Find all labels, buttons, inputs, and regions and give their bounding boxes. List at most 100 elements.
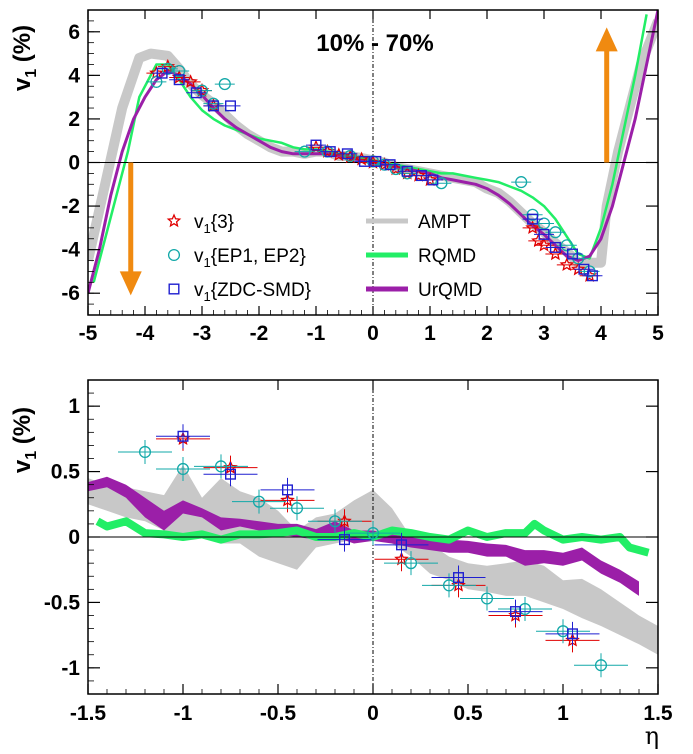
circle-marker — [252, 495, 266, 508]
legend-item-vep: v1{EP1, EP2} — [167, 246, 306, 270]
square-marker — [310, 139, 322, 151]
circle-marker — [167, 248, 181, 262]
vep-point — [169, 64, 190, 78]
circle-marker — [290, 502, 304, 515]
vep-point — [156, 456, 210, 481]
y-tick-label: 0.5 — [51, 461, 81, 484]
vep-point — [118, 439, 172, 464]
vep-point — [308, 509, 362, 534]
vzdc-point — [260, 477, 315, 502]
vzdc-point — [397, 165, 418, 177]
x-axis-title: η — [645, 722, 659, 750]
vep-point — [346, 521, 400, 546]
circle-marker — [298, 145, 311, 158]
top-axes: -5 -4 -3 -2 -1 0 1 2 3 4 5 -6 -4 -2 0 2 4 6 v1 (%) — [9, 9, 664, 345]
square-marker — [586, 270, 598, 282]
square-marker — [324, 146, 336, 158]
x-tick-label: 5 — [652, 322, 664, 345]
x-tick-label: 1 — [424, 322, 436, 345]
star-marker — [280, 492, 295, 507]
bottom-panel: -1.5 -1 -0.5 0 0.5 1 1.5 -1 -0.5 0 0.5 1 v1 (%) η — [9, 379, 673, 750]
top-arrows — [119, 27, 618, 296]
vzdc-point — [431, 565, 486, 590]
square-marker — [224, 468, 236, 480]
square-marker — [510, 606, 522, 618]
vep-point — [270, 496, 324, 521]
vzdc-point — [152, 67, 173, 79]
x-tick-label: -4 — [136, 322, 155, 345]
square-marker — [341, 148, 353, 160]
vep-point — [574, 653, 628, 678]
circle-marker — [515, 176, 528, 189]
vzdc-point — [306, 139, 326, 151]
legend-item-vzdc: v1{ZDC-SMD} — [168, 280, 311, 304]
circle-marker — [366, 527, 380, 540]
bottom-data-points — [118, 424, 628, 678]
vep-point — [460, 586, 514, 611]
square-marker — [177, 430, 189, 442]
square-marker — [453, 572, 465, 584]
legend-label: UrQMD — [418, 280, 482, 301]
x-tick-label: -5 — [79, 322, 98, 345]
circle-marker — [442, 579, 456, 592]
square-marker — [427, 174, 439, 186]
top-y-axis-title: v1 (%) — [9, 25, 40, 91]
ampt-band — [88, 465, 658, 655]
legend-label: RQMD — [418, 246, 476, 267]
y-tick-label: 0 — [68, 152, 80, 175]
vzdc-point — [380, 159, 401, 171]
x-tick-label: -0.5 — [260, 702, 297, 725]
square-marker — [370, 155, 382, 167]
circle-marker — [480, 592, 494, 605]
vep-point — [192, 84, 212, 97]
circle-marker — [195, 84, 209, 97]
square-marker — [168, 283, 180, 295]
vzdc-point — [203, 462, 258, 487]
vzdc-point — [220, 100, 241, 112]
square-marker — [567, 628, 579, 640]
square-marker — [527, 213, 539, 225]
x-tick-label: -1 — [307, 322, 326, 345]
vzdc-point — [422, 174, 443, 186]
arrow-head — [595, 27, 618, 52]
legend-item-v3: v1{3} — [166, 212, 234, 236]
circle-marker — [214, 460, 228, 473]
legend-item-rqmd: RQMD — [366, 246, 476, 267]
x-tick-label: -3 — [193, 322, 212, 345]
circle-marker — [594, 659, 608, 672]
vep-point — [536, 619, 590, 644]
centrality-label: 10% - 70% — [316, 30, 433, 57]
star-marker — [320, 143, 335, 158]
vzdc-point — [573, 263, 594, 275]
x-tick-label: 4 — [595, 322, 607, 345]
x-tick-label: 3 — [538, 322, 550, 345]
square-marker — [190, 87, 202, 99]
arrow-head — [119, 271, 142, 296]
y-tick-label: 1 — [68, 395, 80, 418]
vzdc-point — [156, 424, 210, 449]
circle-marker — [518, 602, 532, 616]
vzdc-point — [488, 599, 543, 624]
x-tick-label: 2 — [481, 322, 493, 345]
x-tick-label: 0 — [367, 322, 379, 345]
top-legend: v1{3} v1{EP1, EP2} v1{ZDC-SMD} AMPT RQMD UrQM… — [166, 212, 482, 304]
vzdc-point — [582, 270, 603, 282]
legend-label: AMPT — [418, 212, 471, 233]
circle-marker — [328, 515, 342, 528]
y-tick-label: 0 — [68, 526, 80, 549]
circle-marker — [150, 75, 163, 88]
circle-marker — [560, 239, 573, 252]
circle-marker — [176, 462, 190, 476]
circle-marker — [549, 226, 562, 239]
vep-point — [511, 176, 532, 189]
vep-point — [431, 177, 452, 190]
y-tick-label: 4 — [68, 64, 80, 87]
v3-point — [522, 220, 543, 235]
star-marker — [166, 213, 182, 228]
x-tick-label: -2 — [250, 322, 269, 345]
square-marker — [538, 228, 550, 240]
y-axis-title-text: v1 (%) — [9, 407, 40, 473]
x-tick-label: -1 — [174, 702, 193, 725]
star-marker — [559, 257, 575, 272]
x-tick-label: 0.5 — [453, 702, 483, 725]
